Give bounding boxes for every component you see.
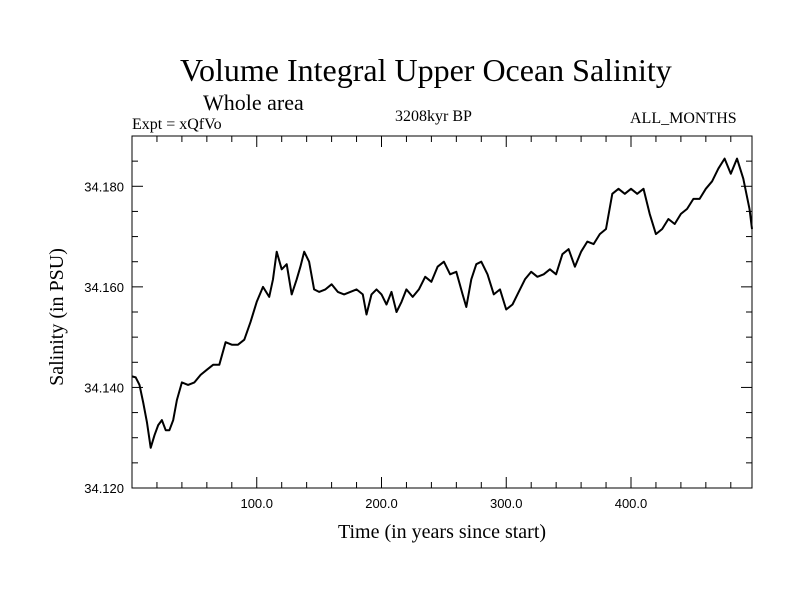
experiment-label: Expt = xQfVo: [132, 116, 222, 133]
y-tick-label: 34.160: [84, 280, 124, 295]
salinity-series-line: [131, 157, 753, 449]
tick-labels: 100.0 200.0 300.0 400.0 34.120 34.140 34.160 34…: [84, 179, 647, 511]
x-tick-label: 200.0: [365, 496, 398, 511]
period-label: 3208kyr BP: [395, 108, 472, 125]
x-tick-label: 400.0: [615, 496, 648, 511]
x-tick-label: 100.0: [240, 496, 273, 511]
y-tick-label: 34.180: [84, 179, 124, 194]
chart-subtitle: Whole area: [203, 90, 304, 115]
y-tick-label: 34.140: [84, 380, 124, 395]
y-tick-label: 34.120: [84, 481, 124, 496]
plot-frame: [131, 135, 753, 489]
x-tick-label: 300.0: [490, 496, 523, 511]
months-label: ALL_MONTHS: [630, 110, 737, 127]
x-axis-title: Time (in years since start): [338, 521, 546, 543]
tick-marks: [132, 136, 752, 488]
y-axis-title: Salinity (in PSU): [46, 248, 68, 386]
chart-title: Volume Integral Upper Ocean Salinity: [180, 52, 672, 88]
